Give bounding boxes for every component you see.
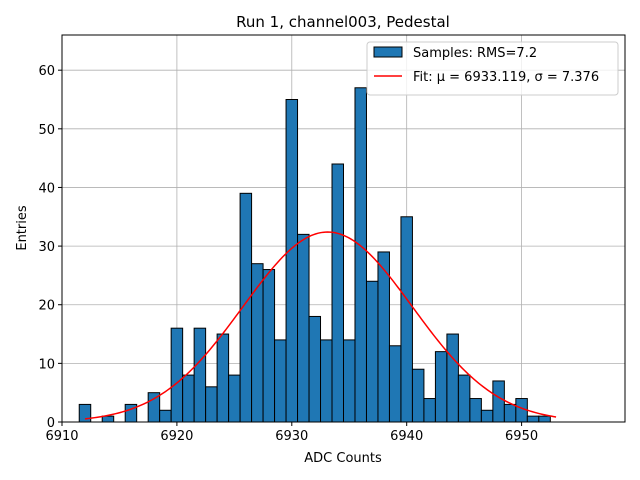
fit-curve — [84, 231, 557, 420]
histogram-bar — [538, 415, 551, 423]
x-tick-label: 6940 — [390, 429, 423, 444]
histogram-bar — [205, 386, 218, 423]
histogram-bar — [274, 339, 287, 423]
histogram-bar — [182, 374, 195, 423]
histogram-bar — [308, 315, 322, 423]
y-tick-label: 0 — [47, 416, 55, 431]
histogram-bar — [423, 398, 436, 423]
histogram-bar — [480, 409, 494, 423]
plot-frame — [61, 34, 626, 423]
legend-label-samples: Samples: RMS=7.2 — [413, 46, 537, 61]
chart-title: Run 1, channel003, Pedestal — [236, 13, 450, 31]
histogram-bar — [170, 327, 184, 423]
histogram-bar — [503, 403, 517, 423]
legend-label-fit: Fit: μ = 6933.119, σ = 7.376 — [413, 70, 599, 85]
y-tick-label: 20 — [38, 299, 55, 314]
histogram-bar — [377, 251, 390, 423]
y-tick-label: 60 — [38, 64, 55, 79]
histogram-bar — [331, 163, 344, 423]
y-axis-label: Entries — [15, 205, 30, 251]
axis-ticks: 6910 6920 6930 6940 6950 0 10 20 30 40 50 60 — [38, 64, 538, 444]
histogram-bar — [228, 374, 241, 423]
histogram-bar — [101, 415, 115, 423]
histogram-bar — [354, 87, 367, 423]
histogram-bar — [193, 327, 207, 423]
histogram-bar — [78, 403, 92, 423]
histogram-bar — [492, 380, 505, 423]
histogram-bar — [365, 280, 379, 423]
histogram-bar — [343, 339, 356, 423]
histogram-bar — [400, 216, 413, 423]
legend: Samples: RMS=7.2 Fit: μ = 6933.119, σ = … — [366, 41, 619, 96]
histogram-bar — [159, 409, 172, 423]
histogram-bar — [216, 333, 230, 423]
legend-box — [366, 41, 619, 96]
histogram-bar — [434, 351, 448, 423]
histogram-bar — [388, 345, 402, 423]
histogram-bar — [262, 269, 276, 423]
x-axis-label: ADC Counts — [304, 451, 382, 466]
histogram-bar — [446, 333, 459, 423]
histogram-bar — [411, 368, 425, 423]
y-tick-label: 50 — [38, 123, 55, 138]
y-tick-label: 30 — [38, 240, 55, 255]
histogram-bar — [320, 339, 333, 423]
y-tick-label: 10 — [38, 357, 55, 372]
histogram-bar — [285, 99, 299, 423]
histogram-bar — [457, 374, 471, 423]
x-tick-label: 6950 — [505, 429, 538, 444]
histogram-bar — [297, 233, 310, 423]
y-tick-label: 40 — [38, 181, 55, 196]
x-tick-label: 6910 — [45, 429, 78, 444]
histogram-bar — [469, 398, 482, 423]
histogram-bars — [78, 87, 551, 423]
x-tick-label: 6920 — [160, 429, 193, 444]
legend-swatch-samples — [373, 46, 403, 58]
histogram-bar — [526, 415, 540, 423]
x-tick-label: 6930 — [275, 429, 308, 444]
